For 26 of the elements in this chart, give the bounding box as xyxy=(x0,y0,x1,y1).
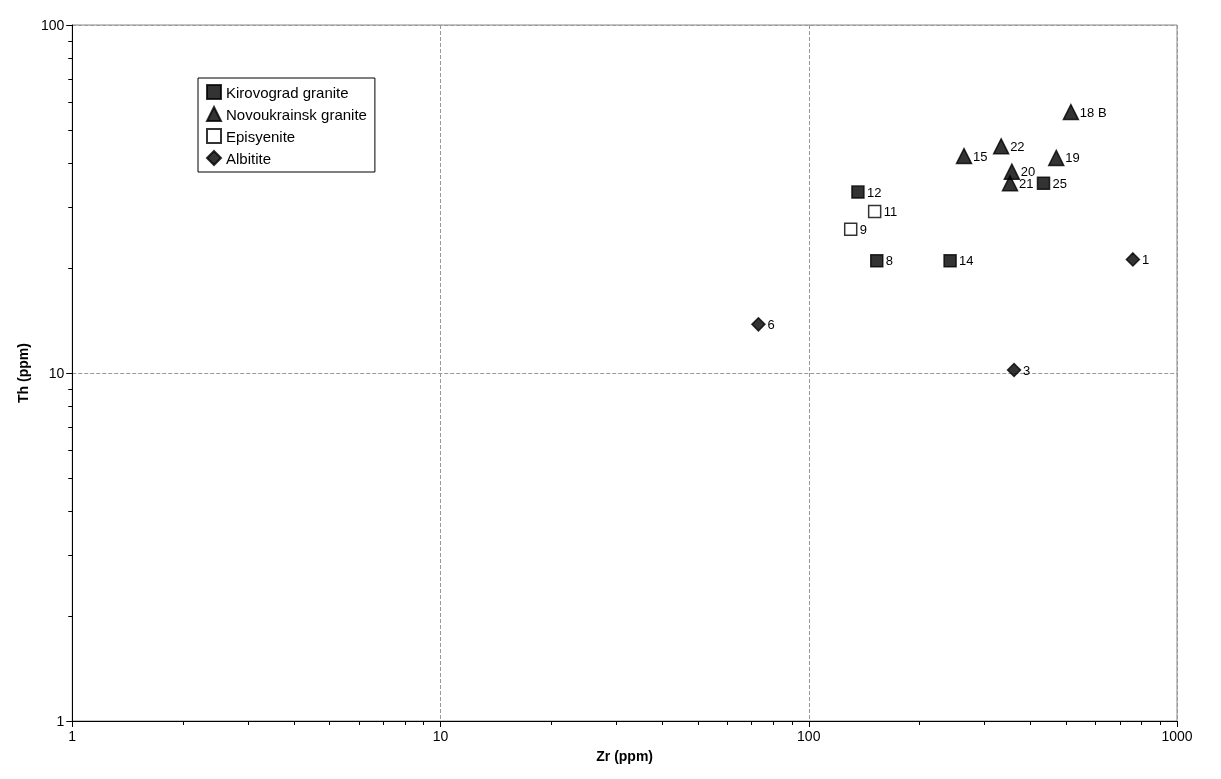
x-tick-label: 10 xyxy=(432,728,449,744)
annotation: 14 xyxy=(959,253,974,269)
annotation: 18 B xyxy=(1079,104,1107,120)
annotation: 1 xyxy=(1141,251,1150,267)
annotation: 22 xyxy=(1010,138,1025,154)
legend-label: Kirovograd granite xyxy=(226,83,349,101)
annotation: 9 xyxy=(859,221,867,237)
legend-label: Novoukrainsk granite xyxy=(226,105,367,123)
y-tick-label: 10 xyxy=(48,365,65,381)
legend-label: Episyenite xyxy=(226,127,296,145)
annotation: 6 xyxy=(767,316,775,332)
y-tick-label: 1 xyxy=(56,713,65,729)
annotation: 11 xyxy=(883,204,898,220)
annotation: 25 xyxy=(1052,175,1067,191)
legend-label: Albitite xyxy=(226,149,272,167)
y-tick-label: 100 xyxy=(40,17,65,33)
x-axis-title: Zr (ppm) xyxy=(596,748,654,764)
x-tick-label: 100 xyxy=(797,728,821,744)
y-axis-title: Th (ppm) xyxy=(15,343,31,403)
annotation: 8 xyxy=(885,253,893,269)
x-tick-label: 1000 xyxy=(1161,728,1193,744)
annotation: 19 xyxy=(1065,150,1080,166)
annotation: 3 xyxy=(1023,362,1031,378)
annotation: 12 xyxy=(866,184,882,200)
x-tick-label: 1 xyxy=(68,728,77,744)
annotation: 15 xyxy=(973,148,988,164)
